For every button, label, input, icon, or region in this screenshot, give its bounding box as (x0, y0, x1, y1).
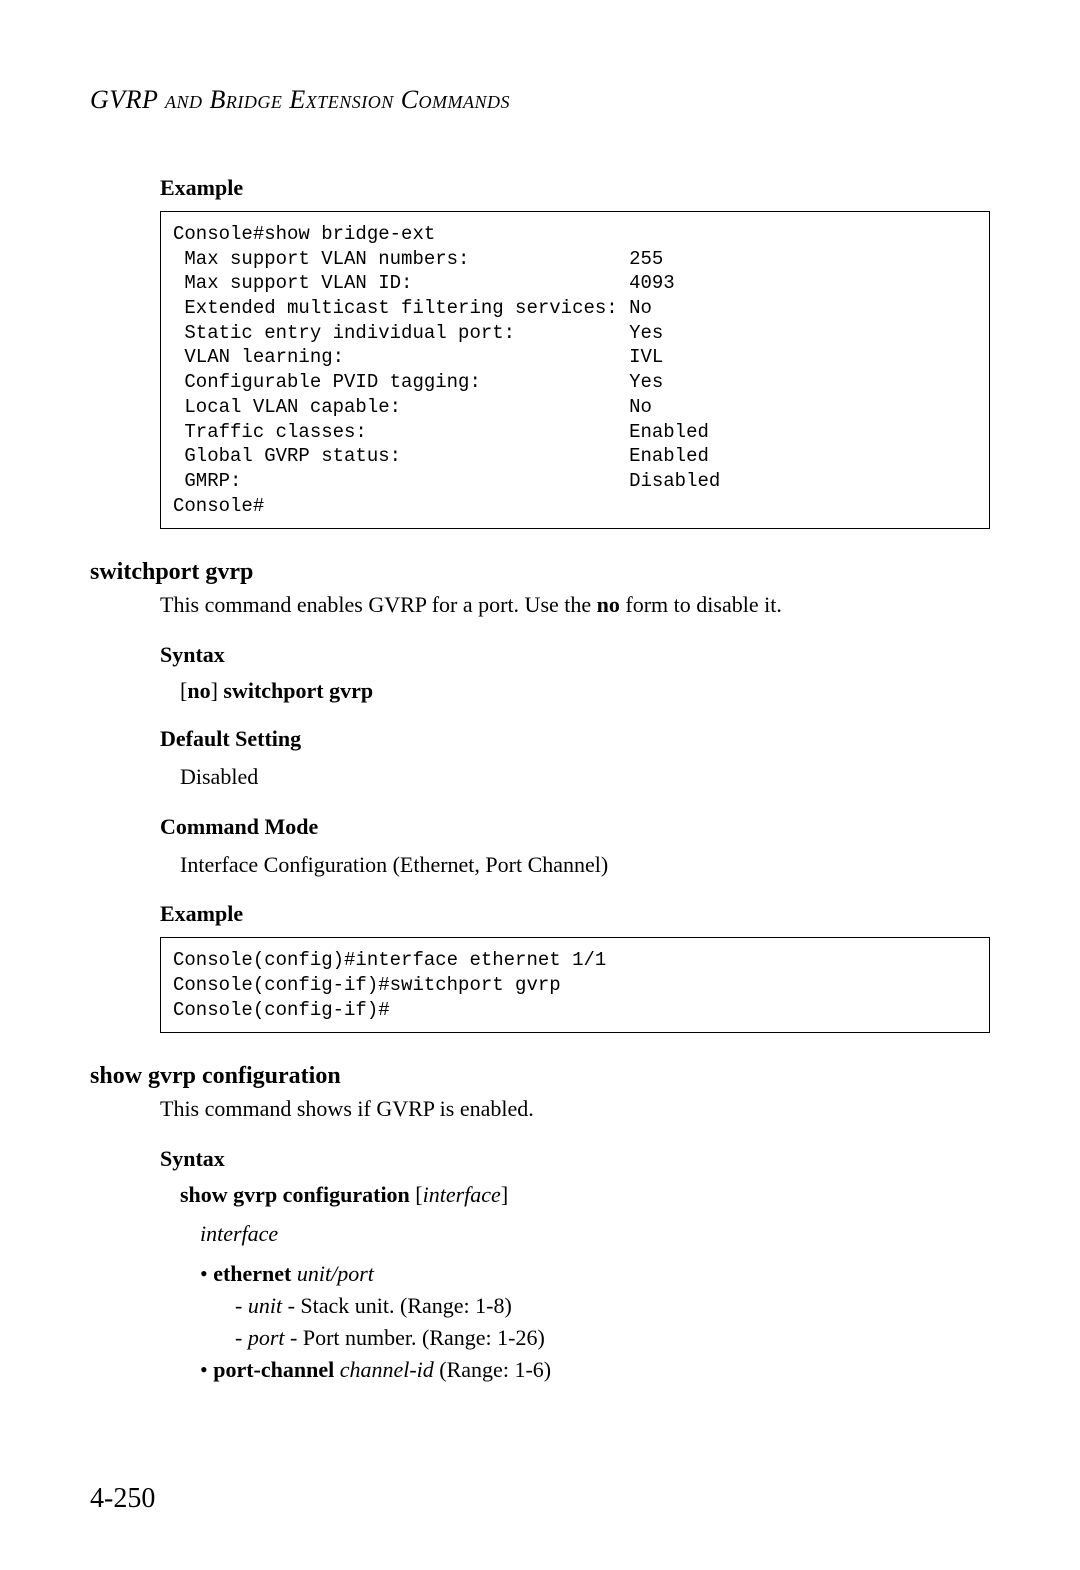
cmd2-description: This command shows if GVRP is enabled. (160, 1094, 990, 1124)
cmd2-heading: show gvrp configuration (90, 1063, 990, 1090)
cmd1-default-value: Disabled (180, 762, 990, 792)
cmd1-example-label: Example (160, 901, 990, 927)
cmd2-b1-italic: unit/port (297, 1261, 374, 1286)
cmd2-syntax-line: show gvrp configuration [interface] (180, 1182, 990, 1208)
cmd2-b1a-text: - Stack unit. (Range: 1-8) (282, 1293, 512, 1318)
cmd2-syntax-italic: interface (423, 1182, 501, 1207)
cmd2-b1b-italic: port (248, 1325, 285, 1350)
cmd2-bullet1a: unit - Stack unit. (Range: 1-8) (235, 1290, 990, 1322)
page-number: 4-250 (90, 1483, 155, 1515)
cmd2-bullet1: ethernet unit/port (200, 1258, 990, 1290)
example1-code: Console#show bridge-ext Max support VLAN… (160, 211, 990, 529)
cmd2-syntax-label: Syntax (160, 1146, 990, 1172)
cmd2-b1-bold: ethernet (213, 1261, 291, 1286)
cmd1-mode-label: Command Mode (160, 814, 990, 840)
cmd1-syntax-bracket2: ] (211, 678, 224, 703)
cmd1-default-label: Default Setting (160, 726, 990, 752)
cmd1-desc-pre: This command enables GVRP for a port. Us… (160, 592, 597, 617)
cmd2-syntax-bold: show gvrp configuration (180, 1182, 410, 1207)
cmd2-b2-bold: port-channel (213, 1357, 334, 1382)
example1-label: Example (160, 175, 990, 201)
cmd1-heading: switchport gvrp (90, 559, 990, 586)
cmd2-bullet1b: port - Port number. (Range: 1-26) (235, 1322, 990, 1354)
cmd2-param: interface (200, 1218, 990, 1250)
cmd1-syntax-label: Syntax (160, 642, 990, 668)
running-header: GVRP and Bridge Extension Commands (90, 85, 990, 115)
cmd2-b2-italic: channel-id (340, 1357, 434, 1382)
cmd1-example-code: Console(config)#interface ethernet 1/1 C… (160, 937, 990, 1033)
cmd2-b1a-italic: unit (248, 1293, 282, 1318)
cmd1-mode-value: Interface Configuration (Ethernet, Port … (180, 850, 990, 880)
cmd1-desc-bold: no (597, 592, 620, 617)
cmd2-b1b-text: - Port number. (Range: 1-26) (285, 1325, 545, 1350)
cmd1-desc-post: form to disable it. (620, 592, 782, 617)
cmd1-syntax-cmd: switchport gvrp (223, 678, 373, 703)
cmd2-bullet2: port-channel channel-id (Range: 1-6) (200, 1354, 990, 1386)
cmd1-syntax-line: [no] switchport gvrp (180, 678, 990, 704)
cmd1-syntax-no: no (187, 678, 210, 703)
cmd2-b2-text: (Range: 1-6) (434, 1357, 551, 1382)
cmd1-description: This command enables GVRP for a port. Us… (160, 590, 990, 620)
